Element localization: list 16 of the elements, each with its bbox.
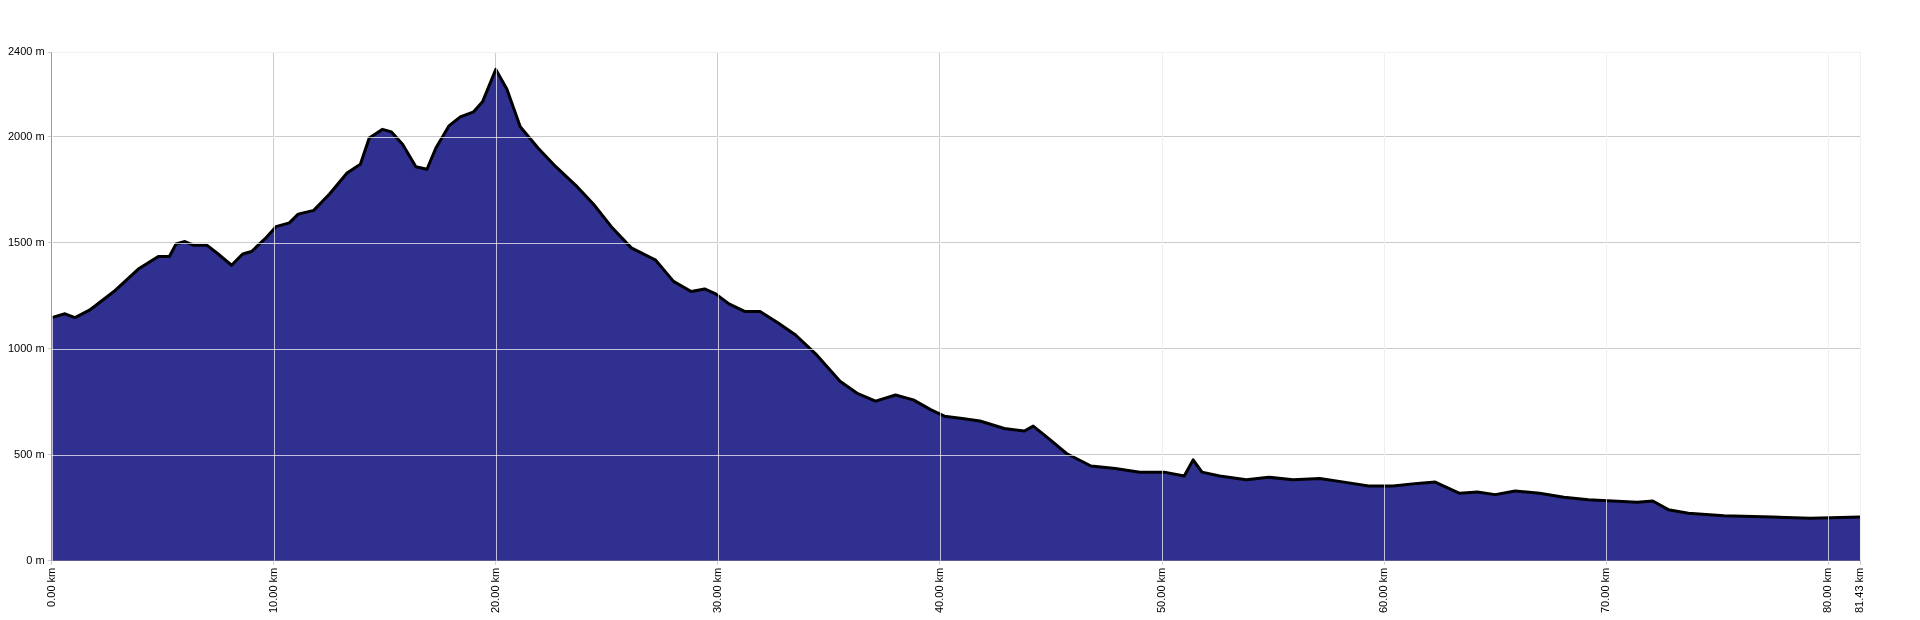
y-tick-label: 2400 m <box>7 45 45 58</box>
y-tick-label: 1500 m <box>7 235 45 248</box>
x-tick-label: 10.00 km <box>266 567 279 613</box>
x-tick-label: 20.00 km <box>488 567 501 613</box>
x-tick-label: 70.00 km <box>1599 567 1612 613</box>
y-tick-label: 1000 m <box>7 341 45 354</box>
x-tick-label: 80.00 km <box>1821 567 1834 613</box>
y-tick-label: 2000 m <box>7 129 45 142</box>
x-tick-label: 0.00 km <box>44 567 57 607</box>
y-tick-label: 500 m <box>14 447 45 460</box>
y-tick-label: 0 m <box>26 553 45 566</box>
x-tick-label: 60.00 km <box>1377 567 1390 613</box>
x-tick-label: 30.00 km <box>710 567 723 613</box>
x-tick-label: 40.00 km <box>933 567 945 613</box>
x-tick-label: 50.00 km <box>1155 567 1168 613</box>
x-tick-label: 81.43 km <box>1853 567 1866 613</box>
